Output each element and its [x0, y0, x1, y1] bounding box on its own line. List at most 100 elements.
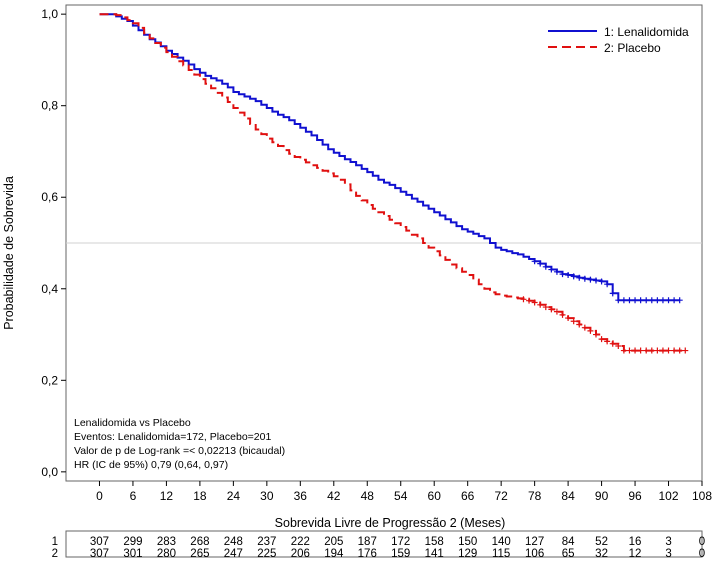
risk-cell: 206 — [291, 548, 310, 560]
legend-label-lenalidomida: 1: Lenalidomida — [604, 25, 689, 39]
censor-mark — [565, 315, 572, 322]
risk-cell: 187 — [358, 536, 377, 548]
risk-row-label: 1 — [52, 536, 58, 548]
censor-mark — [615, 342, 622, 349]
censor-mark — [626, 347, 633, 354]
y-axis: 0,0 0,2 0,4 0,6 0,8 1,0 — [41, 7, 66, 479]
risk-cell: 280 — [157, 548, 176, 560]
annotation-pvalue: Valor de p de Log-rank =< 0,02213 (bicau… — [74, 445, 285, 457]
risk-cell: 158 — [425, 536, 444, 548]
censor-mark — [632, 347, 639, 354]
risk-cell: 307 — [90, 548, 109, 560]
censor-mark — [593, 277, 599, 284]
x-tick-label: 6 — [130, 489, 137, 503]
censor-mark — [620, 297, 627, 304]
y-tick-label: 0,6 — [41, 190, 58, 204]
censor-mark — [542, 263, 549, 270]
censor-mark — [598, 336, 605, 343]
y-axis-label: Probabilidade de Sobrevida — [2, 176, 16, 330]
risk-cell: 3 — [665, 536, 671, 548]
x-tick-label: 54 — [394, 489, 408, 503]
risk-cell: 247 — [224, 548, 243, 560]
y-tick-label: 1,0 — [41, 7, 58, 21]
x-tick-label: 96 — [628, 489, 642, 503]
y-tick-label: 0,2 — [41, 373, 58, 387]
censor-mark — [659, 347, 666, 354]
risk-cell: 127 — [525, 536, 544, 548]
censor-mark — [615, 297, 622, 304]
censor-mark — [604, 281, 611, 288]
risk-cell: 248 — [224, 536, 243, 548]
x-tick-label: 12 — [160, 489, 174, 503]
risk-cell: 52 — [595, 536, 608, 548]
risk-cell: 32 — [595, 548, 608, 560]
risk-cell: 12 — [629, 548, 642, 560]
risk-table: 1 307 299 283 268 248 237 222 205 187 172 158 150 140… — [52, 536, 706, 560]
x-tick-label: 84 — [561, 489, 575, 503]
risk-cell: 0 — [699, 536, 705, 548]
censor-mark — [648, 347, 655, 354]
risk-cell: 3 — [665, 548, 671, 560]
censor-mark — [587, 327, 594, 334]
censor-mark — [654, 297, 661, 304]
censor-mark — [570, 273, 577, 280]
censor-mark — [537, 260, 544, 267]
risk-cell: 299 — [123, 536, 142, 548]
censor-mark — [648, 297, 655, 304]
censor-mark — [682, 347, 689, 354]
censor-mark — [620, 347, 627, 354]
censor-mark — [659, 297, 666, 304]
x-tick-label: 66 — [461, 489, 475, 503]
censor-mark — [537, 301, 544, 308]
survival-curves — [99, 13, 689, 354]
censor-mark — [570, 318, 577, 325]
risk-cell: 176 — [358, 548, 377, 560]
risk-cell: 16 — [629, 536, 642, 548]
x-axis-label: Sobrevida Livre de Progressão 2 (Meses) — [275, 516, 506, 530]
censor-mark — [576, 274, 583, 281]
x-tick-label: 60 — [428, 489, 442, 503]
censor-mark — [559, 311, 566, 318]
censor-mark — [643, 347, 650, 354]
censor-mark — [654, 347, 661, 354]
x-tick-label: 42 — [327, 489, 341, 503]
censor-mark — [632, 297, 639, 304]
risk-cell: 141 — [425, 548, 444, 560]
censor-mark — [559, 271, 566, 278]
censor-mark — [665, 347, 672, 354]
curve-series-2 — [99, 13, 686, 352]
censor-mark — [593, 331, 599, 338]
y-tick-label: 0,4 — [41, 282, 58, 296]
annotation-events: Eventos: Lenalidomida=172, Placebo=201 — [74, 431, 271, 443]
risk-cell: 307 — [90, 536, 109, 548]
censor-mark — [643, 297, 650, 304]
y-tick-label: 0,0 — [41, 465, 58, 479]
x-tick-label: 48 — [361, 489, 375, 503]
censor-mark — [542, 304, 549, 311]
legend-label-placebo: 2: Placebo — [604, 41, 661, 55]
annotation-box: Lenalidomida vs Placebo Eventos: Lenalid… — [74, 417, 285, 471]
risk-cell: 0 — [699, 548, 705, 560]
censor-mark — [553, 268, 560, 275]
risk-cell: 194 — [324, 548, 344, 560]
censor-mark — [576, 321, 583, 328]
censor-mark — [637, 347, 644, 354]
censor-mark — [609, 340, 616, 347]
x-tick-label: 108 — [692, 489, 712, 503]
risk-cell: 115 — [492, 548, 510, 560]
risk-cell: 301 — [123, 548, 142, 560]
x-tick-label: 102 — [659, 489, 679, 503]
censor-mark — [637, 297, 644, 304]
annotation-hazard-ratio: HR (IC de 95%) 0,79 (0,64, 0,97) — [74, 459, 228, 471]
censor-mark — [676, 297, 683, 304]
risk-cell: 283 — [157, 536, 176, 548]
risk-cell: 225 — [257, 548, 276, 560]
risk-cell: 237 — [257, 536, 276, 548]
censor-mark — [581, 324, 588, 331]
censor-mark — [665, 297, 672, 304]
x-tick-label: 36 — [294, 489, 308, 503]
censor-mark — [548, 266, 555, 273]
censor-mark — [671, 347, 678, 354]
risk-cell: 106 — [525, 548, 544, 560]
